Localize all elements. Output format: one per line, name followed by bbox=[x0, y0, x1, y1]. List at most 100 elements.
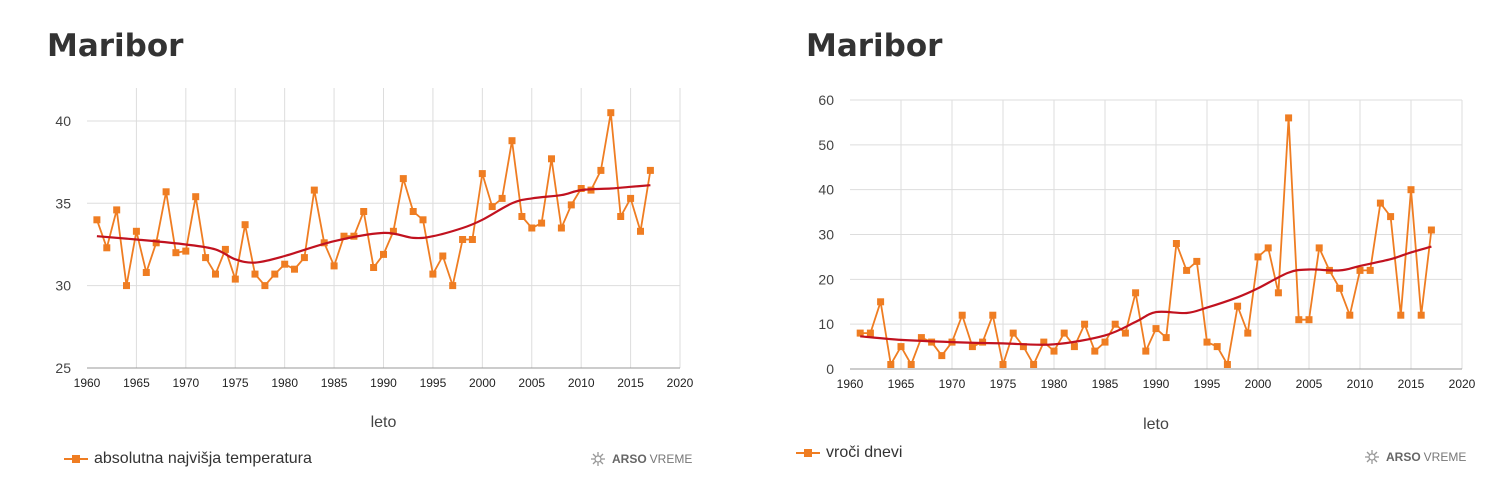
data-point[interactable] bbox=[360, 208, 368, 215]
data-point[interactable] bbox=[968, 343, 976, 351]
data-point[interactable] bbox=[1040, 338, 1048, 346]
data-point[interactable] bbox=[1264, 244, 1272, 252]
data-point[interactable] bbox=[1142, 347, 1150, 355]
data-point[interactable] bbox=[468, 236, 476, 243]
data-point[interactable] bbox=[1254, 253, 1262, 261]
data-point[interactable] bbox=[989, 311, 997, 319]
data-point[interactable] bbox=[429, 270, 437, 278]
data-point[interactable] bbox=[1274, 289, 1282, 297]
data-point[interactable] bbox=[887, 361, 895, 368]
data-point[interactable] bbox=[340, 232, 348, 240]
data-point[interactable] bbox=[132, 227, 140, 235]
data-point[interactable] bbox=[330, 262, 338, 270]
data-point[interactable] bbox=[231, 275, 239, 283]
data-point[interactable] bbox=[1305, 316, 1313, 324]
data-point[interactable] bbox=[93, 216, 101, 224]
data-point[interactable] bbox=[907, 361, 915, 368]
data-point[interactable] bbox=[281, 260, 289, 268]
data-point[interactable] bbox=[1366, 266, 1374, 274]
data-point[interactable] bbox=[1407, 186, 1415, 194]
data-point[interactable] bbox=[192, 193, 200, 201]
data-point[interactable] bbox=[1203, 338, 1211, 346]
legend-item[interactable]: absolutna najvišja temperatura bbox=[64, 450, 312, 468]
data-point[interactable] bbox=[597, 166, 605, 174]
data-point[interactable] bbox=[958, 311, 966, 319]
data-point[interactable] bbox=[1101, 338, 1109, 346]
data-point[interactable] bbox=[1152, 325, 1160, 333]
data-point[interactable] bbox=[261, 282, 269, 290]
data-point[interactable] bbox=[399, 175, 407, 183]
data-point[interactable] bbox=[241, 221, 249, 229]
data-point[interactable] bbox=[999, 361, 1007, 368]
data-point[interactable] bbox=[1060, 329, 1068, 337]
data-point[interactable] bbox=[439, 252, 447, 260]
data-point[interactable] bbox=[917, 334, 925, 342]
data-point[interactable] bbox=[1172, 240, 1180, 247]
data-point[interactable] bbox=[1244, 329, 1252, 337]
data-point[interactable] bbox=[1091, 347, 1099, 355]
data-point[interactable] bbox=[1397, 311, 1405, 319]
data-point[interactable] bbox=[518, 213, 526, 220]
data-point[interactable] bbox=[1336, 284, 1344, 292]
data-point[interactable] bbox=[1417, 311, 1425, 319]
data-point[interactable] bbox=[548, 155, 555, 163]
data-point[interactable] bbox=[1030, 361, 1038, 368]
data-point[interactable] bbox=[1295, 316, 1303, 324]
data-point[interactable] bbox=[1234, 302, 1242, 310]
data-point[interactable] bbox=[103, 244, 111, 252]
data-point[interactable] bbox=[300, 254, 308, 262]
data-point[interactable] bbox=[1223, 361, 1231, 368]
data-point[interactable] bbox=[221, 245, 229, 253]
data-point[interactable] bbox=[1346, 311, 1354, 319]
data-point[interactable] bbox=[897, 343, 905, 351]
data-point[interactable] bbox=[866, 329, 874, 337]
data-point[interactable] bbox=[607, 109, 615, 117]
data-point[interactable] bbox=[877, 298, 885, 306]
data-point[interactable] bbox=[1193, 257, 1201, 265]
data-point[interactable] bbox=[637, 227, 644, 235]
data-point[interactable] bbox=[1356, 266, 1364, 274]
data-point[interactable] bbox=[1132, 289, 1140, 297]
data-point[interactable] bbox=[182, 247, 190, 255]
data-point[interactable] bbox=[380, 250, 387, 258]
data-point[interactable] bbox=[370, 264, 378, 271]
data-point[interactable] bbox=[251, 270, 259, 278]
data-point[interactable] bbox=[1121, 329, 1129, 337]
data-point[interactable] bbox=[938, 352, 946, 360]
data-point[interactable] bbox=[1081, 320, 1089, 328]
data-point[interactable] bbox=[291, 265, 298, 273]
data-point[interactable] bbox=[449, 282, 457, 290]
data-point[interactable] bbox=[1009, 329, 1017, 337]
legend-item[interactable]: vroči dnevi bbox=[796, 444, 902, 462]
data-point[interactable] bbox=[459, 236, 467, 243]
data-point[interactable] bbox=[508, 137, 516, 145]
data-point[interactable] bbox=[202, 254, 210, 262]
data-point[interactable] bbox=[498, 194, 506, 202]
data-point[interactable] bbox=[1315, 244, 1323, 252]
data-point[interactable] bbox=[617, 213, 625, 220]
data-point[interactable] bbox=[1111, 320, 1119, 328]
data-point[interactable] bbox=[1213, 343, 1221, 351]
data-point[interactable] bbox=[478, 170, 486, 178]
data-point[interactable] bbox=[310, 186, 318, 194]
data-point[interactable] bbox=[1070, 343, 1078, 351]
data-point[interactable] bbox=[528, 224, 536, 232]
data-point[interactable] bbox=[172, 249, 180, 257]
data-point[interactable] bbox=[123, 282, 130, 290]
data-point[interactable] bbox=[142, 269, 150, 276]
data-point[interactable] bbox=[567, 201, 575, 209]
data-point[interactable] bbox=[488, 203, 496, 211]
data-point[interactable] bbox=[538, 219, 546, 227]
data-point[interactable] bbox=[152, 239, 160, 247]
data-point[interactable] bbox=[1427, 226, 1435, 234]
data-point[interactable] bbox=[1376, 199, 1384, 207]
data-point[interactable] bbox=[646, 166, 654, 174]
data-point[interactable] bbox=[409, 208, 417, 215]
data-point[interactable] bbox=[856, 329, 864, 337]
data-point[interactable] bbox=[113, 206, 121, 214]
data-point[interactable] bbox=[1162, 334, 1170, 342]
data-point[interactable] bbox=[1019, 343, 1027, 351]
data-point[interactable] bbox=[162, 188, 170, 196]
data-point[interactable] bbox=[1387, 213, 1395, 221]
data-point[interactable] bbox=[557, 224, 565, 232]
